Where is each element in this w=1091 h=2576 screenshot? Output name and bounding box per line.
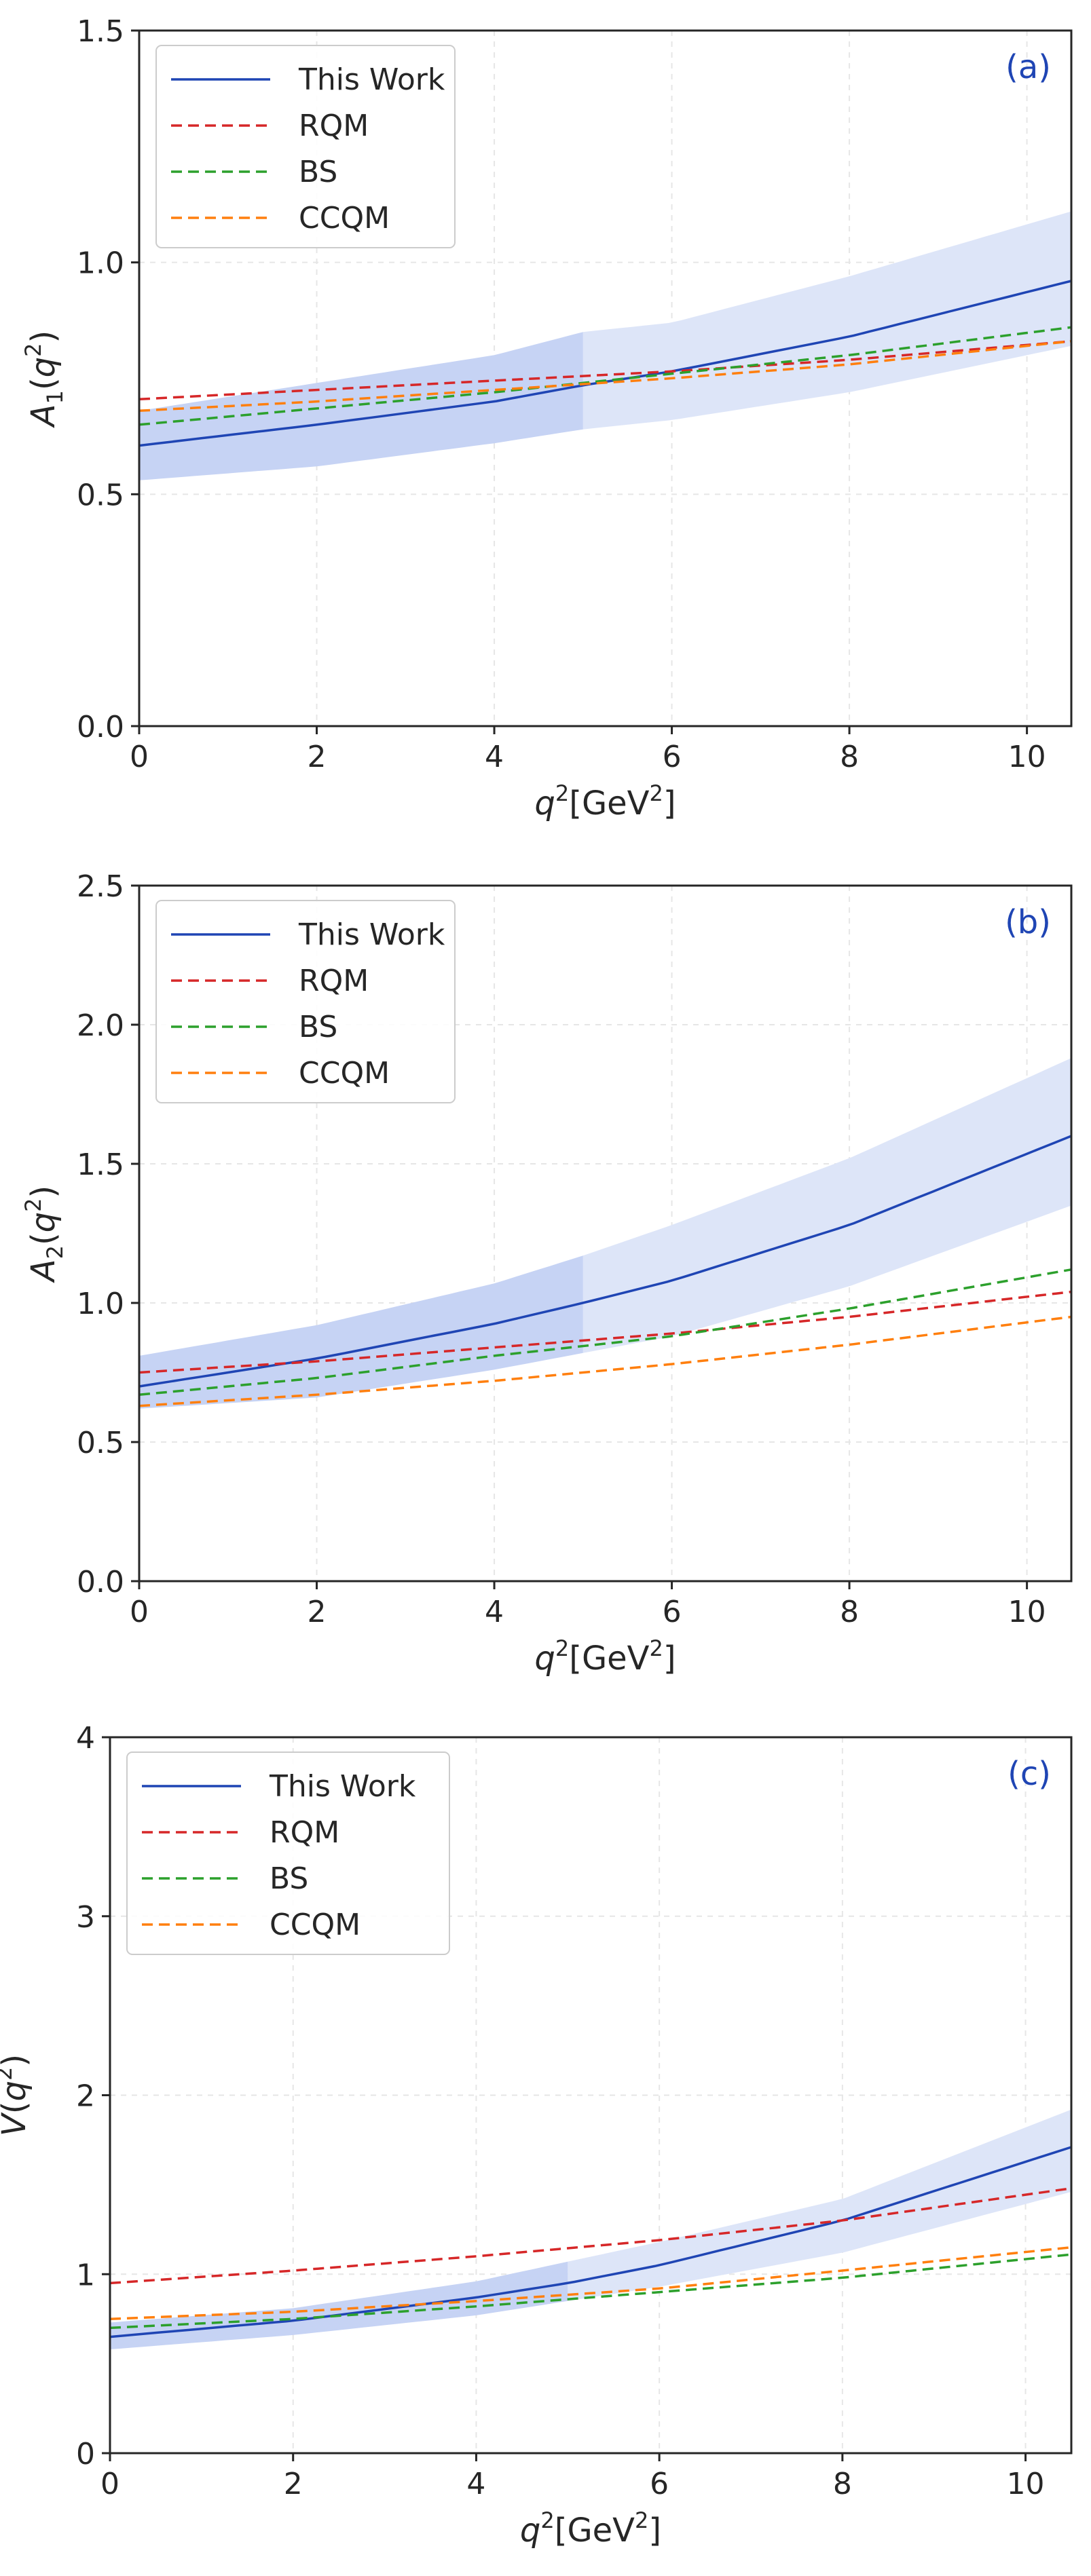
uncertainty-band-fitted [139,332,583,480]
y-tick-label: 2.5 [77,869,124,904]
series-line-bs [138,326,1072,426]
x-tick-label: 10 [1007,2467,1045,2501]
legend-entry-label: This Work [298,62,445,97]
x-tick-label: 8 [833,2467,852,2501]
x-tick-label: 8 [840,740,859,774]
y-tick-label: 1.5 [77,1148,124,1182]
chart-panel-a: 0 2 4 6 8 10 0.0 0.5 1.0 1.5 q2[GeV2] A1(q2) (a) This… [20,14,1073,822]
x-tick-label: 4 [485,740,504,774]
legend-entry-label: CCQM [299,1056,390,1091]
y-tick-label: 0.5 [77,478,124,512]
legend-box [155,45,456,248]
x-axis-label: q2[GeV2] [534,780,676,822]
legend-entry-label: This Work [269,1769,416,1804]
y-tick-label: 0 [76,2437,95,2471]
y-tick-label: 2.0 [77,1008,124,1043]
x-tick-label: 0 [130,740,149,774]
legend-entry-label: BS [299,1010,337,1044]
x-axis-label: q2[GeV2] [534,1635,676,1678]
y-tick-label: 1 [76,2258,95,2292]
plot-frame [138,884,1073,1583]
x-tick-label: 4 [485,1595,504,1629]
x-tick-label: 2 [308,740,327,774]
legend: This Work RQM BS CCQM [155,45,456,248]
legend: This Work RQM BS CCQM [155,900,456,1103]
series-line-rqm [138,1290,1072,1374]
series-line-rqm [138,340,1072,401]
series-line-this-work [109,2146,1072,2338]
y-tick-label: 0.0 [77,1565,124,1599]
uncertainty-band-fitted [139,1255,583,1409]
panel-tag: (a) [1005,48,1051,86]
panel-tag: (b) [1005,903,1051,941]
uncertainty-band-extrapolated [583,211,1071,430]
series-line-ccqm [138,1315,1072,1407]
x-tick-label: 10 [1008,740,1046,774]
panel-tag: (c) [1007,1755,1051,1793]
x-axis-label: q2[GeV2] [520,2507,661,2550]
y-tick-label: 0.5 [77,1426,124,1460]
y-axis-label: A1(q2) [20,330,68,429]
x-tick-label: 2 [284,2467,303,2501]
y-tick-label: 1.0 [77,246,124,281]
legend-entry-label: CCQM [299,201,390,235]
legend-box [155,900,456,1103]
legend-entry-label: This Work [298,917,445,952]
series-line-ccqm [138,340,1072,413]
x-tick-label: 8 [840,1595,859,1629]
uncertainty-band-extrapolated [568,2109,1071,2301]
x-tick-label: 0 [130,1595,149,1629]
series-line-bs [109,2253,1072,2330]
legend-box [126,1751,450,1955]
y-tick-label: 4 [76,1721,95,1756]
plot-frame [138,29,1073,727]
x-tick-label: 6 [650,2467,669,2501]
legend-entry-label: BS [299,155,337,189]
x-tick-label: 2 [308,1595,327,1629]
chart-panel-b: 0 2 4 6 8 10 0.0 0.5 1.0 1.5 2.0 2.5 q2[GeV2] A2(q2) (… [20,869,1073,1678]
y-tick-label: 3 [76,1900,95,1935]
x-tick-label: 6 [663,1595,682,1629]
legend-entry-label: BS [270,1861,308,1896]
y-tick-label: 2 [76,2079,95,2114]
y-tick-label: 1.5 [77,14,124,49]
x-tick-label: 6 [663,740,682,774]
series-line-ccqm [109,2246,1072,2320]
legend: This Work RQM BS CCQM [126,1751,450,1955]
x-tick-label: 4 [466,2467,485,2501]
uncertainty-band-extrapolated [583,1058,1071,1353]
legend-entry-label: RQM [299,109,369,143]
x-tick-label: 10 [1008,1595,1046,1629]
legend-entry-label: RQM [299,964,369,998]
x-tick-label: 0 [100,2467,119,2501]
y-axis-label: A2(q2) [20,1186,68,1284]
y-tick-label: 1.0 [77,1287,124,1321]
series-line-bs [138,1268,1072,1397]
chart-panel-c: 0 2 4 6 8 10 0 1 2 3 4 q2[GeV2] V(q2) (c) This Work RQM… [0,1721,1073,2550]
legend-entry-label: RQM [270,1815,339,1850]
y-axis-label: V(q2) [0,2054,33,2136]
series-line-rqm [109,2186,1072,2285]
legend-entry-label: CCQM [270,1908,360,1942]
y-tick-label: 0.0 [77,710,124,744]
